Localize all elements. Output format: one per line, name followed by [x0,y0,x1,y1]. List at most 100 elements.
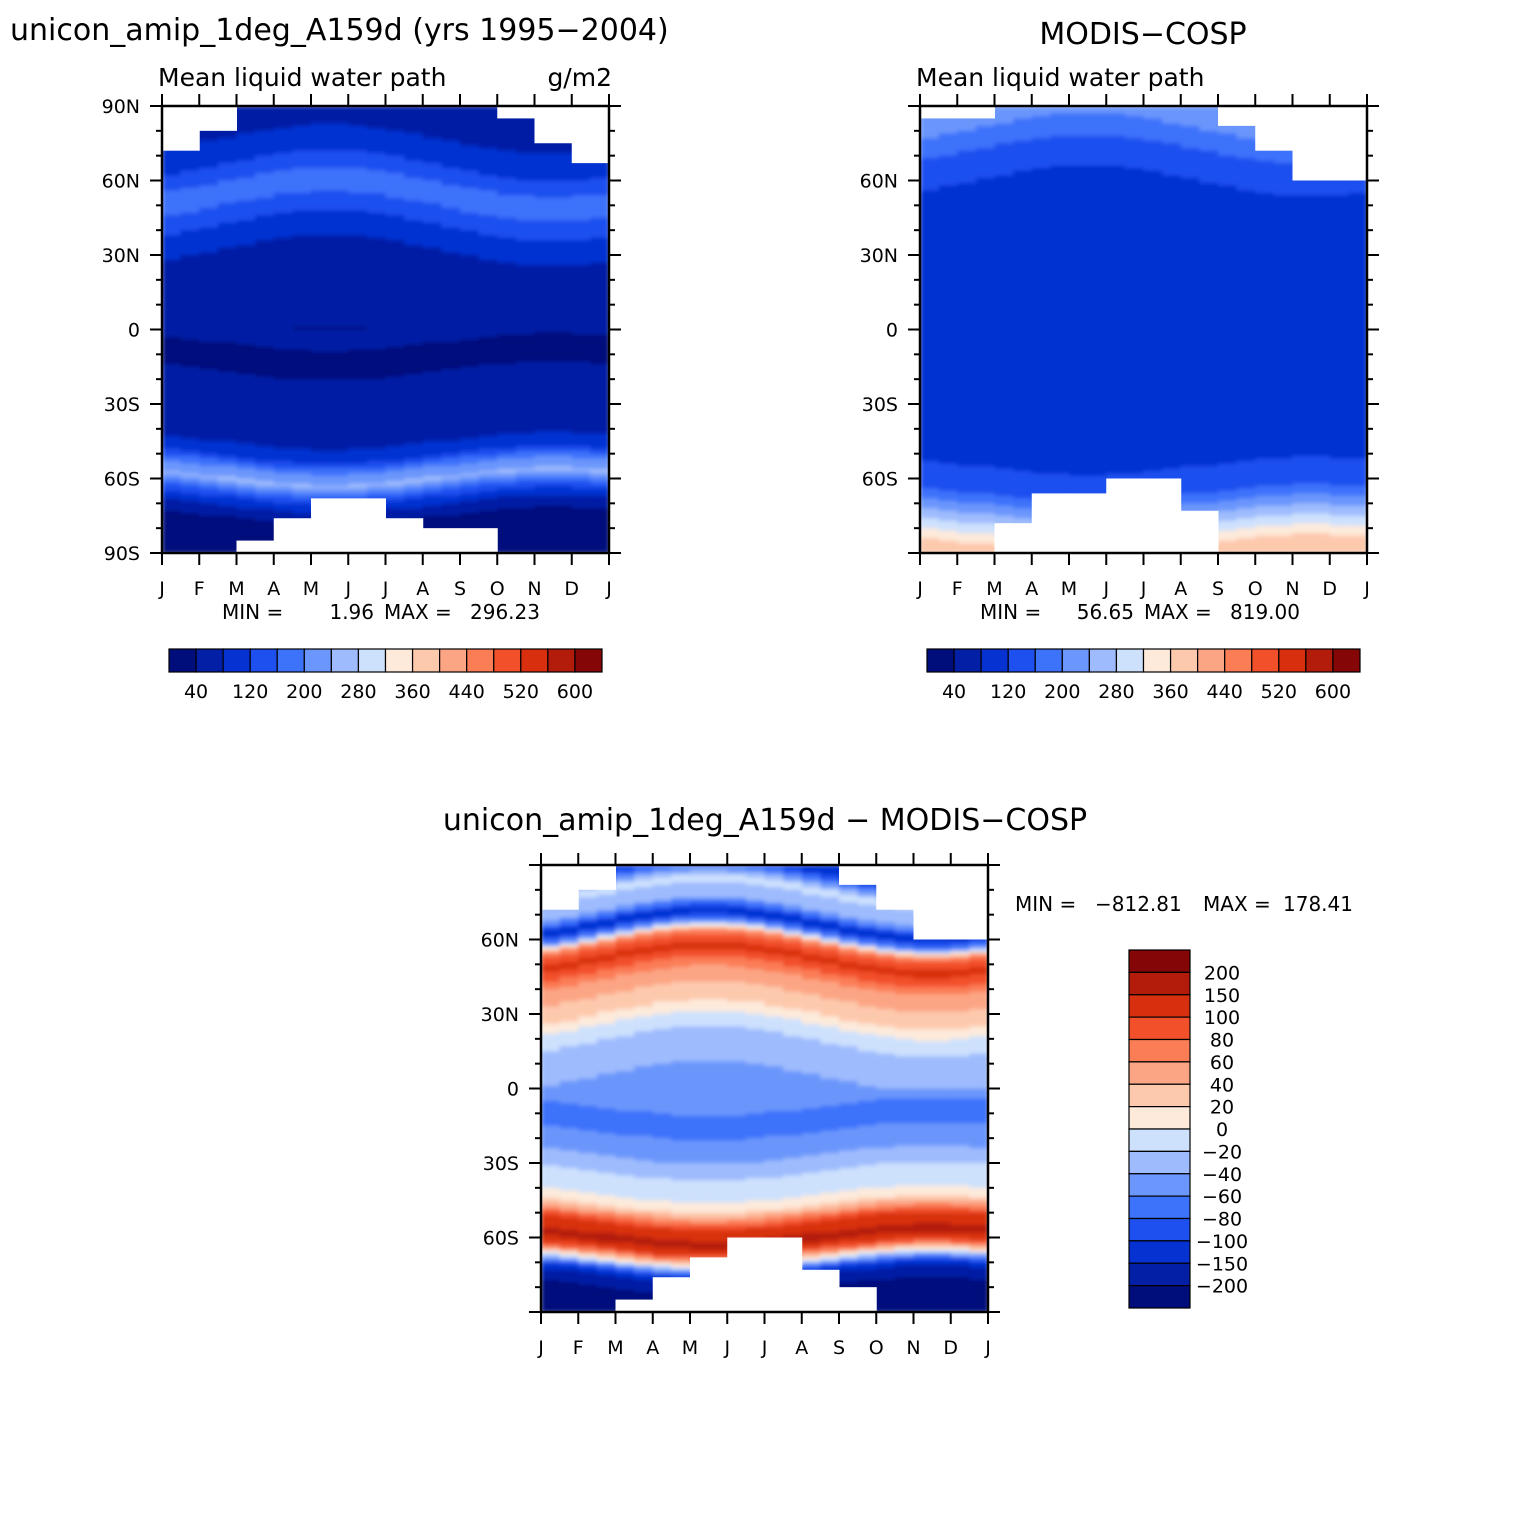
model-field-cell [590,170,609,174]
model-field-cell [366,148,387,152]
model-field-cell [515,389,536,393]
model-field-cell [292,120,312,124]
model-field-cell [199,508,219,512]
model-field-cell [236,411,256,415]
obs-field-cell [1087,118,1107,122]
model-field-cell [292,255,312,259]
model-field-cell [236,182,256,187]
model-field-cell [478,309,498,313]
model-field-cell [348,428,368,432]
model-field-cell [217,533,238,537]
model-field-cell [292,140,312,144]
model-field-cell [366,453,387,457]
model-field-cell [460,255,480,259]
model-field-cell [590,441,609,445]
model-field-cell [180,279,200,283]
model-field-cell [571,339,591,343]
model-field-cell [311,195,331,199]
model-field-cell [329,483,349,487]
model-field-cell [460,197,480,201]
model-field-cell [571,165,591,169]
model-field-cell [329,128,349,132]
model-field-cell [255,346,275,350]
model-field-cell [348,106,368,110]
model-field-cell [515,225,536,229]
model-field-cell [236,438,256,442]
model-field-cell [329,138,349,142]
model-field-cell [553,294,573,298]
model-field-cell [553,510,573,514]
model-field-cell [478,195,498,199]
model-field-cell [441,401,461,405]
model-field-cell [348,192,368,196]
model-field-cell [515,364,536,368]
model-field-cell [255,463,275,467]
model-field-cell [422,401,442,405]
model-field-cell [553,525,573,529]
model-field-cell [422,287,442,291]
model-field-cell [478,483,498,487]
obs-field-cell [1050,110,1070,115]
model-field-cell [404,148,424,152]
model-field-cell [255,406,275,410]
model-field-cell [273,418,293,422]
model-field-cell [515,329,536,333]
model-field-cell [366,319,387,323]
model-field-cell [460,389,480,393]
model-field-cell [292,294,312,298]
obs-field-cell [920,145,940,149]
model-field-cell [553,456,573,460]
model-field-cell [329,158,349,162]
model-field-cell [590,195,609,199]
model-field-cell [590,187,609,192]
model-field-cell [236,473,256,477]
model-field-cell [497,165,517,169]
model-field-cell [348,488,368,492]
model-field-cell [478,448,498,452]
model-field-cell [534,463,554,467]
model-field-cell [534,232,554,236]
model-field-cell [329,456,349,460]
model-field-cell [199,225,219,229]
model-field-cell [404,158,424,162]
model-field-cell [255,264,275,269]
model-field-cell [217,451,238,455]
model-field-cell [441,446,461,450]
obs-field-cell [1106,133,1126,137]
model-field-cell [534,548,554,552]
model-field-cell [515,523,536,527]
model-field-cell [292,145,312,149]
model-field-cell [348,125,368,129]
model-field-cell [180,235,200,239]
obs-field-cell [994,133,1014,137]
model-field-cell [292,448,312,452]
model-field-cell [329,245,349,249]
model-field-cell [441,490,461,494]
model-field-cell [311,207,331,211]
model-field-cell [422,282,442,286]
model-field-cell [590,351,609,355]
model-field-cell [515,453,536,457]
model-field-cell [348,336,368,341]
model-field-cell [292,125,312,129]
model-field-cell [162,503,182,507]
model-field-cell [515,168,536,172]
model-field-cell [329,262,349,266]
model-field-cell [422,386,442,390]
obs-field-cell [1218,158,1238,162]
model-field-cell [534,173,554,177]
model-field-cell [273,259,293,264]
model-field-cell [329,448,349,452]
model-field-cell [236,356,256,360]
model-field-cell [404,515,424,519]
model-field-cell [385,178,405,182]
model-field-cell [460,406,480,410]
model-field-cell [217,267,238,271]
model-field-cell [199,160,219,164]
model-field-cell [366,468,387,472]
model-field-cell [348,274,368,278]
model-field-cell [311,441,331,445]
model-field-cell [273,227,293,231]
model-field-cell [534,222,554,226]
obs-field-cell [920,125,940,129]
